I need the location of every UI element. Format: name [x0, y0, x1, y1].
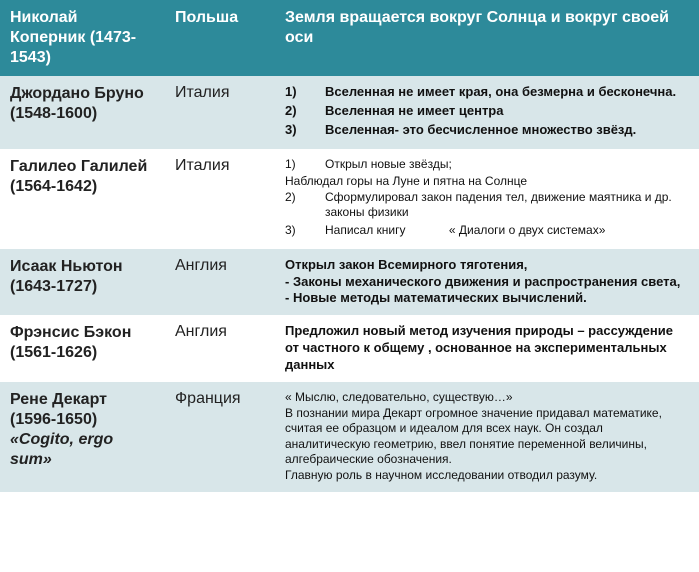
list-item: 1)Открыл новые звёзды; — [285, 157, 689, 173]
country-cell: Италия — [165, 76, 275, 149]
ordered-list: 2)Сформулировал закон падения тел, движе… — [285, 190, 689, 239]
name-line: Коперник (1473-1543) — [10, 29, 136, 66]
country-cell: Италия — [165, 149, 275, 249]
name-cell: Джордано Бруно (1548-1600) — [0, 76, 165, 149]
content-cell: 1)Открыл новые звёзды; Наблюдал горы на … — [275, 149, 699, 249]
name-line: Исаак Ньютон — [10, 258, 123, 275]
name-line: Рене Декарт — [10, 391, 107, 408]
name-cell: Галилео Галилей (1564-1642) — [0, 149, 165, 249]
content-cell: « Мыслю, следовательно, существую…» В по… — [275, 382, 699, 492]
ordered-list: 1)Открыл новые звёзды; — [285, 157, 689, 173]
list-item: 3)Вселенная- это бесчисленное множество … — [285, 122, 689, 139]
table-row: Рене Декарт (1596-1650) «Cogito, ergo su… — [0, 382, 699, 492]
name-line: (1561-1626) — [10, 344, 97, 361]
name-cell: Фрэнсис Бэкон (1561-1626) — [0, 315, 165, 382]
name-line: Джордано Бруно — [10, 85, 144, 102]
country-cell: Франция — [165, 382, 275, 492]
content-line: Главную роль в научном исследовании отво… — [285, 468, 689, 484]
country-cell: Англия — [165, 315, 275, 382]
table-row: Джордано Бруно (1548-1600) Италия 1)Всел… — [0, 76, 699, 149]
name-line: (1596-1650) — [10, 411, 97, 428]
content-line: Открыл закон Всемирного тяготения, — [285, 257, 689, 274]
content-line: - Новые методы математических вычислений… — [285, 290, 689, 307]
name-cell: Рене Декарт (1596-1650) «Cogito, ergo su… — [0, 382, 165, 492]
ordered-list: 1)Вселенная не имеет края, она безмерна … — [285, 84, 689, 139]
name-cell: Исаак Ньютон (1643-1727) — [0, 249, 165, 316]
country-cell: Англия — [165, 249, 275, 316]
name-line: Галилео Галилей — [10, 158, 147, 175]
name-line: Фрэнсис Бэкон — [10, 324, 131, 341]
table-row: Галилео Галилей (1564-1642) Италия 1)Отк… — [0, 149, 699, 249]
content-line: Наблюдал горы на Луне и пятна на Солнце — [285, 174, 689, 190]
table-row: Николай Коперник (1473-1543) Польша Земл… — [0, 0, 699, 76]
content-line: « Мыслю, следовательно, существую…» — [285, 390, 689, 406]
content-cell: 1)Вселенная не имеет края, она безмерна … — [275, 76, 699, 149]
name-sub: «Cogito, ergo sum» — [10, 431, 113, 468]
name-line: Николай — [10, 9, 77, 26]
content-cell: Земля вращается вокруг Солнца и вокруг с… — [275, 0, 699, 76]
list-item: 1)Вселенная не имеет края, она безмерна … — [285, 84, 689, 101]
list-item: 3)Написал книгу « Диалоги о двух система… — [285, 223, 689, 239]
name-line: (1564-1642) — [10, 178, 97, 195]
name-line: (1548-1600) — [10, 105, 97, 122]
list-item: 2)Сформулировал закон падения тел, движе… — [285, 190, 689, 221]
content-line: В познании мира Декарт огромное значение… — [285, 406, 689, 468]
name-line: (1643-1727) — [10, 278, 97, 295]
table-row: Исаак Ньютон (1643-1727) Англия Открыл з… — [0, 249, 699, 316]
country-cell: Польша — [165, 0, 275, 76]
name-cell: Николай Коперник (1473-1543) — [0, 0, 165, 76]
content-cell: Открыл закон Всемирного тяготения, - Зак… — [275, 249, 699, 316]
table-row: Фрэнсис Бэкон (1561-1626) Англия Предлож… — [0, 315, 699, 382]
content-cell: Предложил новый метод изучения природы –… — [275, 315, 699, 382]
content-line: - Законы механического движения и распро… — [285, 274, 689, 291]
list-item: 2)Вселенная не имеет центра — [285, 103, 689, 120]
scientists-table: Николай Коперник (1473-1543) Польша Земл… — [0, 0, 699, 492]
